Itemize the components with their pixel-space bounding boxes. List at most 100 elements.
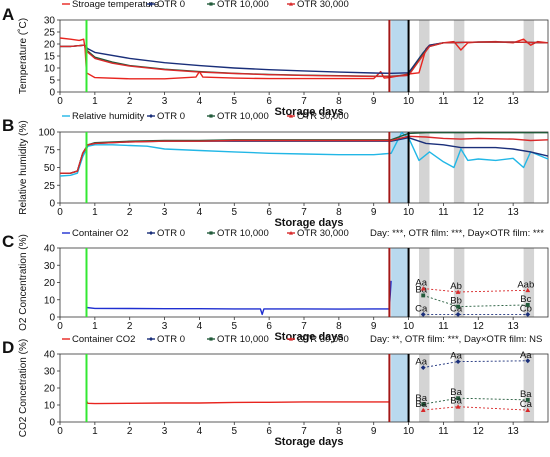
plot-frame [59,247,549,318]
x-axis-title: Storage days [274,106,343,118]
y-tick-label: 75 [44,145,56,156]
point-label: Ba [450,387,462,398]
series-line [423,406,528,411]
x-tick-label: 13 [508,321,520,332]
x-tick-label: 3 [162,96,168,107]
x-tick-label: 13 [508,207,520,218]
data-point [525,303,530,307]
x-tick-label: 12 [473,426,485,437]
y-tick-label: 50 [44,163,56,174]
series-line [60,136,549,174]
y-tick-label: 0 [49,313,55,324]
series-line [86,280,392,316]
x-tick-label: 4 [197,426,203,437]
gray-band [419,354,430,422]
x-tick-label: 12 [473,207,485,218]
legend-marker [149,231,153,235]
x-tick-label: 10 [403,321,415,332]
data-point [456,304,460,309]
y-tick-label: 40 [44,244,56,255]
stats-annotation: Day: **, OTR film: ***, Day×OTR film: NS [370,334,542,345]
point-label: Bb [450,296,462,307]
data-point [420,312,426,317]
x-tick-label: 9 [371,96,377,107]
gray-band [453,248,465,317]
legend: Container CO2 OTR 0 OTR 10,000 OTR 30,000 [62,334,349,345]
y-tick-label: 20 [44,384,56,395]
x-axis-title: Storage days [274,217,343,229]
y-tick-label: 100 [38,128,55,139]
data-point [420,365,426,370]
x-tick-label: 13 [508,96,520,107]
point-label: Aa [450,351,462,362]
legend-marker [209,2,213,6]
x-tick-label: 1 [92,96,98,107]
y-tick-label: 10 [44,64,56,75]
series-line [85,400,390,405]
panel-label: B [2,116,14,135]
blue-band [391,132,409,203]
data-point [525,397,530,402]
legend-marker [209,337,213,341]
x-tick-label: 5 [232,321,238,332]
data-point [420,407,426,413]
point-label: Ca [415,303,428,314]
gray-band [419,132,430,203]
y-axis-title: Temperature (˚C) [17,18,29,94]
x-tick-label: 2 [127,321,133,332]
gray-band [523,354,535,422]
y-tick-label: 0 [49,199,55,210]
legend-label: OTR 10,000 [217,228,269,239]
legend-label: OTR 0 [157,0,185,10]
x-tick-label: 7 [301,321,307,332]
x-tick-label: 0 [57,207,63,218]
data-point [525,287,531,293]
legend-label: OTR 30,000 [297,334,349,345]
point-label: Ca [450,303,463,314]
legend-marker [289,2,293,6]
x-tick-label: 5 [232,96,238,107]
y-tick-label: 0 [49,418,55,429]
legend-label: OTR 30,000 [297,0,349,10]
point-label: Aa [415,278,427,289]
point-label: Cb [520,303,532,314]
data-point [420,286,426,291]
plot-frame [59,353,549,423]
legend-label: OTR 10,000 [217,0,269,10]
series-line [423,397,528,405]
legend-marker [149,337,153,341]
y-axis-title: Relative humidity (%) [18,120,29,214]
data-point [525,358,531,364]
y-tick-label: 30 [44,261,56,272]
point-label: Aa [520,350,532,361]
legend-label: OTR 10,000 [217,334,269,345]
legend-marker [289,114,293,118]
point-label: Aa [415,357,427,368]
x-tick-label: 11 [438,321,449,332]
series-line [60,41,549,75]
x-tick-label: 6 [266,207,272,218]
gray-band [523,248,535,317]
data-point [455,359,461,365]
x-tick-label: 6 [266,426,272,437]
y-tick-label: 40 [44,350,56,361]
legend-label: OTR 30,000 [297,111,349,122]
x-tick-label: 2 [127,96,133,107]
gray-band [523,132,535,203]
x-tick-label: 2 [127,207,133,218]
y-tick-label: 20 [44,278,56,289]
x-tick-label: 0 [57,426,63,437]
blue-band [391,354,409,422]
gray-band [523,20,535,92]
x-tick-label: 10 [403,207,415,218]
legend-label: OTR 0 [157,111,185,122]
x-tick-label: 0 [57,96,63,107]
panel-label: D [2,338,14,357]
legend-marker [289,337,293,341]
x-tick-label: 9 [371,207,377,218]
point-label: Bc [520,294,531,305]
x-tick-label: 8 [336,426,342,437]
x-tick-label: 6 [266,321,272,332]
data-point [455,404,461,409]
